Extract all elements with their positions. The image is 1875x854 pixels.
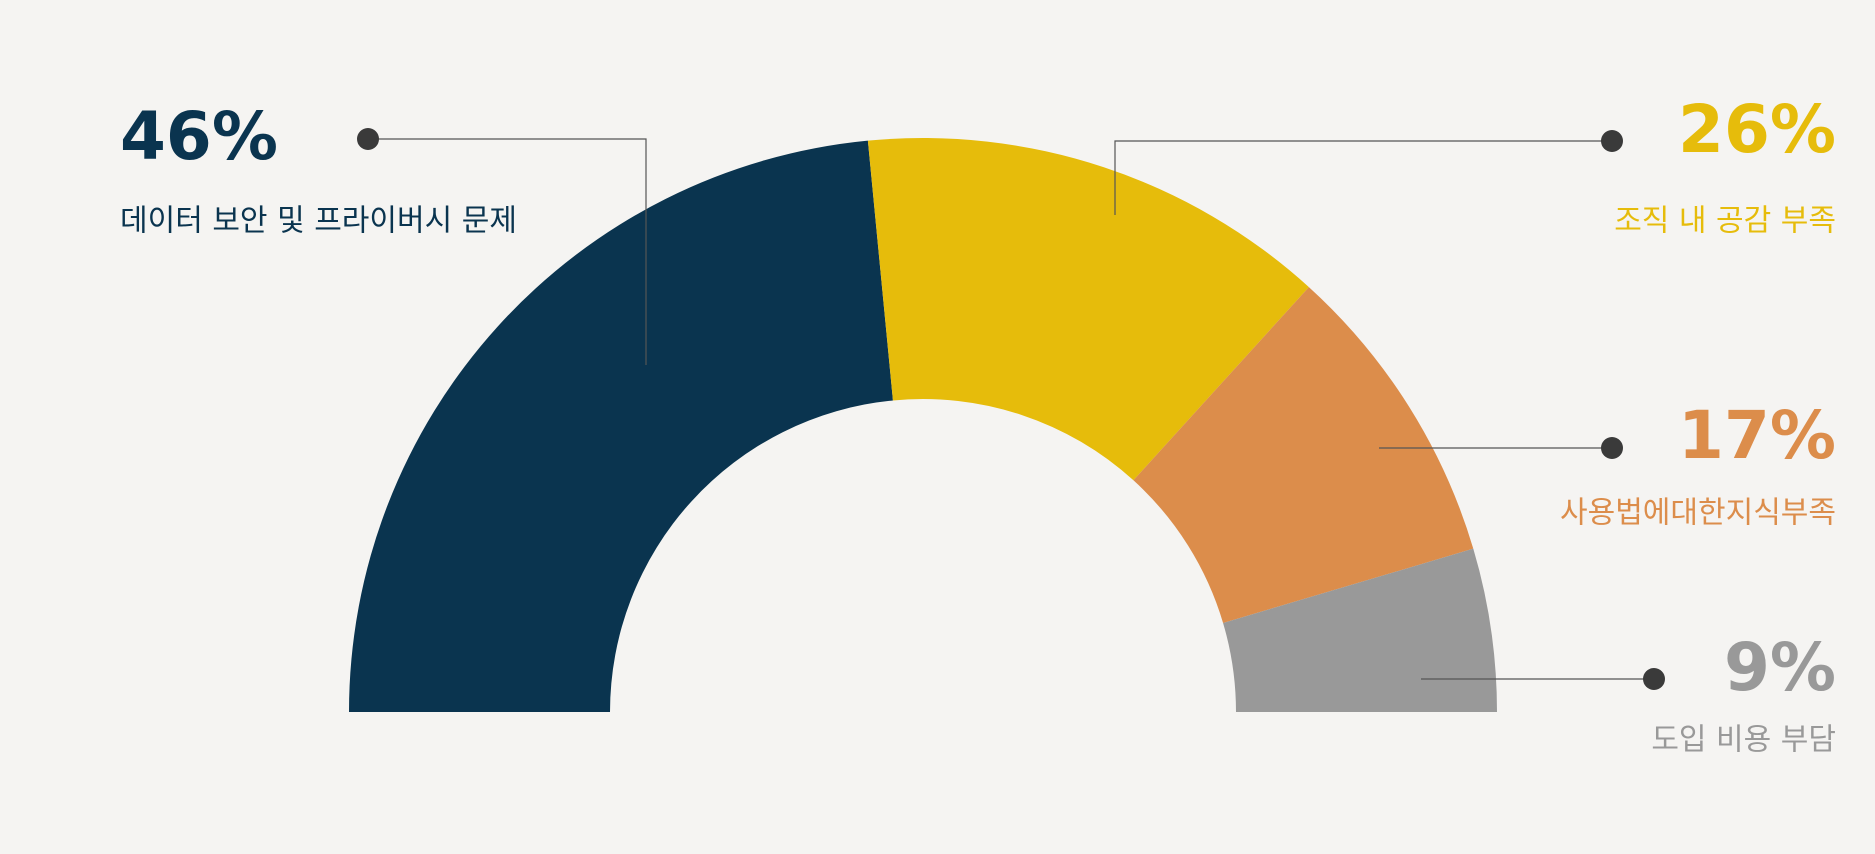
category-label: 조직 내 공감 부족 <box>1614 204 1836 239</box>
leader-lines <box>357 128 1665 690</box>
value-label: 17% <box>1678 397 1836 474</box>
slice <box>867 138 1309 481</box>
leader-dot <box>1601 130 1623 152</box>
slice <box>1223 548 1497 712</box>
value-label: 9% <box>1724 629 1836 706</box>
category-label: 도입 비용 부담 <box>1651 723 1836 758</box>
slice <box>349 140 893 712</box>
leader-dot <box>1601 437 1623 459</box>
leader-line <box>368 138 647 365</box>
category-label: 데이터 보안 및 프라이버시 문제 <box>120 204 517 239</box>
leader-line <box>1114 140 1612 215</box>
leader-dot <box>1643 668 1665 690</box>
leader-dot <box>357 128 379 150</box>
value-label: 46% <box>120 98 278 175</box>
slices <box>349 138 1497 712</box>
value-label: 26% <box>1678 91 1836 168</box>
category-label: 사용법에대한지식부족 <box>1560 496 1836 531</box>
slice <box>1133 287 1474 623</box>
